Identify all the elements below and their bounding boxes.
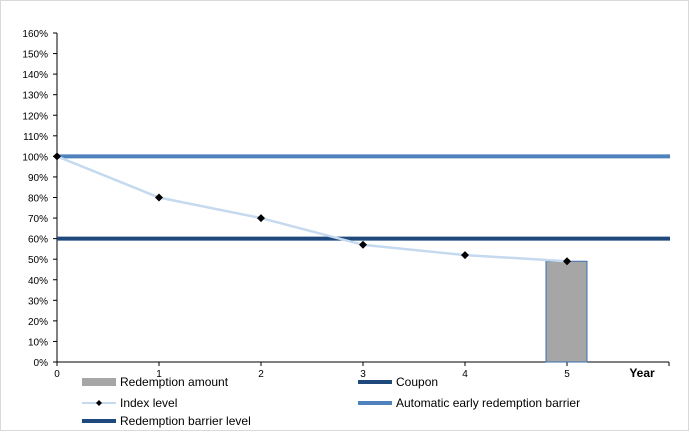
x-tick-label: 3 (360, 369, 366, 380)
y-tick-label: 130% (22, 91, 48, 102)
legend-label: Redemption amount (120, 375, 229, 389)
y-tick-label: 160% (22, 29, 48, 40)
legend-label: Automatic early redemption barrier (396, 396, 580, 410)
y-tick-label: 80% (28, 194, 48, 205)
index-level-point (155, 193, 163, 202)
legend-item: Coupon (358, 375, 438, 389)
y-tick-label: 120% (22, 111, 48, 122)
index-level-line (56, 155, 568, 263)
legend-label: Index level (120, 396, 177, 410)
legend-label: Coupon (396, 375, 438, 389)
barrier-lines (57, 154, 670, 241)
y-tick-label: 150% (22, 50, 48, 61)
index-level-point (461, 251, 469, 260)
legend-item: Index level (82, 396, 177, 410)
x-tick-label: 5 (564, 369, 570, 380)
index-line-group (53, 152, 571, 266)
y-tick-label: 10% (28, 337, 48, 348)
index-level-point (257, 214, 265, 223)
x-tick-label: 4 (462, 369, 468, 380)
y-tick-label: 70% (28, 214, 48, 225)
x-tick-label: 0 (54, 369, 60, 380)
index-level-point (359, 240, 367, 249)
legend: Redemption amount Coupon Index level Automa… (82, 375, 580, 428)
index-level-point (53, 152, 61, 161)
legend-item: Automatic early redemption barrier (358, 396, 580, 410)
x-axis-label: Year (629, 366, 655, 380)
x-tick-group: 0 1 2 3 4 5 (54, 362, 670, 380)
y-tick-label: 100% (22, 152, 48, 163)
y-tick-label: 90% (28, 173, 48, 184)
legend-item: Redemption amount (82, 375, 229, 389)
legend-swatch (82, 378, 116, 386)
x-tick-label: 2 (258, 369, 264, 380)
redemption-bars (545, 260, 588, 363)
legend-item: Redemption barrier level (82, 414, 251, 428)
redemption-bar (545, 260, 588, 363)
y-tick-label: 60% (28, 235, 48, 246)
y-tick-group: 0% 10% 20% 30% 40% 50% 60% 70% 80% 90% 100% 110% 120… (22, 29, 57, 369)
y-tick-label: 40% (28, 276, 48, 287)
x-tick-label: 1 (156, 369, 162, 380)
legend-marker (96, 400, 102, 406)
y-tick-label: 30% (28, 296, 48, 307)
y-tick-label: 110% (23, 132, 48, 143)
y-tick-label: 140% (22, 70, 48, 81)
plot-area: 0%10%20%30%40%50%60%70%80%90%100%110%120… (22, 29, 670, 380)
y-tick-label: 50% (28, 255, 48, 266)
y-tick-label: 0% (34, 358, 49, 369)
legend-label: Redemption barrier level (120, 414, 251, 428)
index-level-point (563, 257, 571, 266)
y-tick-label: 20% (28, 317, 48, 328)
